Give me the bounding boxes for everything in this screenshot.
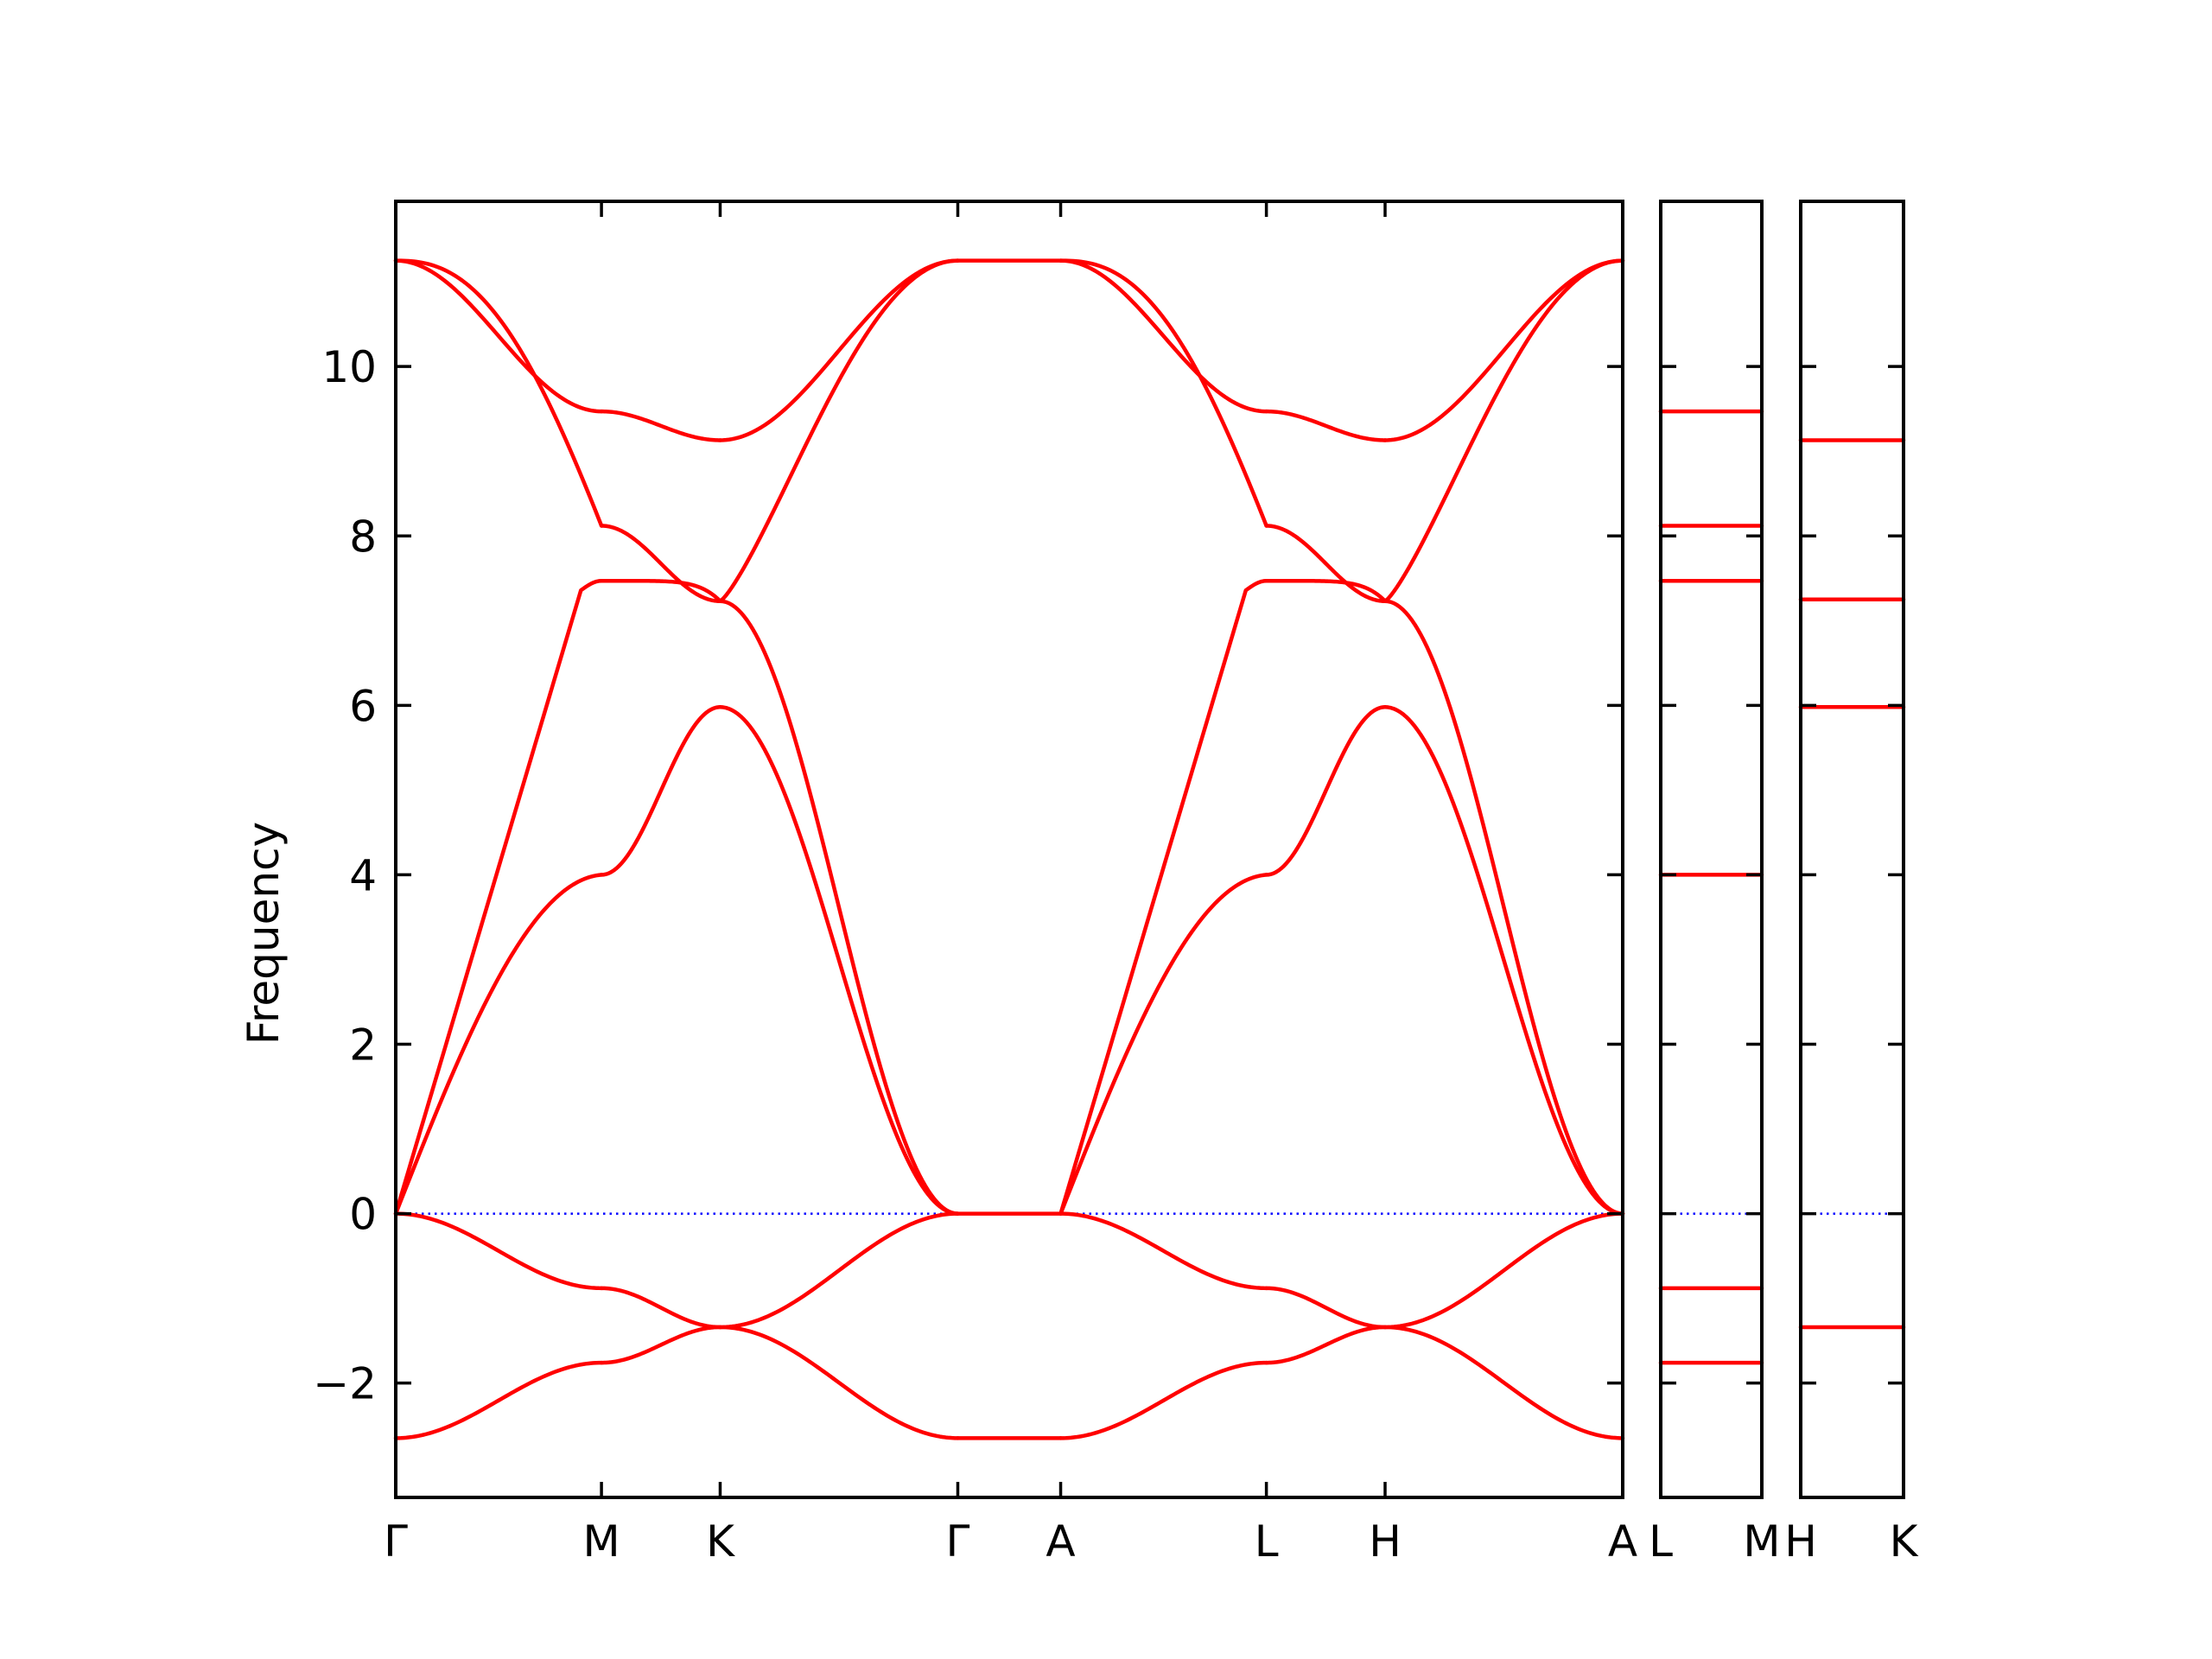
band-line-Γ-M-4 <box>393 1211 604 1291</box>
band-line-M-K-4 <box>599 1286 722 1330</box>
band-line-L-H-1 <box>1264 524 1388 603</box>
band-line-M-K-0 <box>599 409 722 442</box>
plot-frame <box>1799 200 1905 1499</box>
y-tick-label: 6 <box>349 681 377 731</box>
band-line-L-H-4 <box>1264 1286 1388 1330</box>
band-line-M-K-3 <box>599 705 722 877</box>
y-tick-label: 2 <box>349 1020 377 1070</box>
x-tick-label: A <box>1046 1516 1075 1567</box>
x-tick-label: K <box>706 1516 735 1567</box>
panel-main: −2 0 2 4 6 8 10 Γ M K Γ A L H A <box>313 200 1637 1567</box>
x-tick-label: K <box>1890 1516 1919 1567</box>
band-line-K-Γ-2 <box>718 599 960 1216</box>
band-line-M-K-1 <box>599 524 722 603</box>
band-line-H-A-0 <box>1382 258 1625 442</box>
y-axis-label: Frequency <box>238 822 289 1045</box>
band-line-H-A-2 <box>1382 599 1625 1216</box>
x-tick-label: Γ <box>384 1516 408 1567</box>
band-line-K-Γ-3 <box>718 705 960 1216</box>
y-tick-label: 0 <box>349 1190 377 1240</box>
x-tick-label: M <box>1743 1516 1780 1567</box>
band-line-Γ-M-5 <box>393 1360 604 1440</box>
band-line-Γ-M-3 <box>393 873 604 1216</box>
band-line-K-Γ-0 <box>718 258 960 442</box>
plot-frame <box>1659 200 1764 1499</box>
y-tick-label: 10 <box>321 342 377 392</box>
band-line-M-K-2 <box>599 578 722 603</box>
y-tick-label: −2 <box>313 1359 377 1409</box>
band-line-A-L-1 <box>1058 258 1268 528</box>
band-line-A-L-0 <box>1058 258 1268 414</box>
band-line-Γ-M-1 <box>393 258 604 528</box>
x-tick-label: L <box>1649 1516 1673 1567</box>
band-line-Γ-M-2 <box>393 578 604 1216</box>
band-line-K-Γ-4 <box>718 1211 960 1330</box>
x-tick-label: M <box>583 1516 620 1567</box>
band-line-A-L-4 <box>1058 1211 1268 1291</box>
band-line-M-K-5 <box>599 1325 722 1365</box>
band-line-K-Γ-5 <box>718 1325 960 1440</box>
band-line-H-A-1 <box>1382 258 1625 603</box>
band-line-Γ-M-0 <box>393 258 604 414</box>
band-line-H-A-4 <box>1382 1211 1625 1330</box>
band-line-A-L-2 <box>1058 578 1268 1216</box>
x-tick-label: H <box>1784 1516 1817 1567</box>
band-line-L-H-3 <box>1264 705 1388 877</box>
x-tick-label: H <box>1369 1516 1402 1567</box>
x-tick-label: L <box>1255 1516 1279 1567</box>
band-line-K-Γ-1 <box>718 258 960 603</box>
band-line-A-L-5 <box>1058 1360 1268 1440</box>
x-tick-label: A <box>1608 1516 1637 1567</box>
band-line-H-A-5 <box>1382 1325 1625 1440</box>
band-line-L-H-5 <box>1264 1325 1388 1365</box>
y-tick-label: 8 <box>349 512 377 562</box>
y-tick-label: 4 <box>349 850 377 900</box>
band-line-A-L-3 <box>1058 873 1268 1216</box>
band-line-L-H-2 <box>1264 578 1388 603</box>
band-line-L-H-0 <box>1264 409 1388 442</box>
x-tick-label: Γ <box>946 1516 970 1567</box>
plot-frame <box>394 200 1624 1499</box>
band-line-H-A-3 <box>1382 705 1625 1216</box>
